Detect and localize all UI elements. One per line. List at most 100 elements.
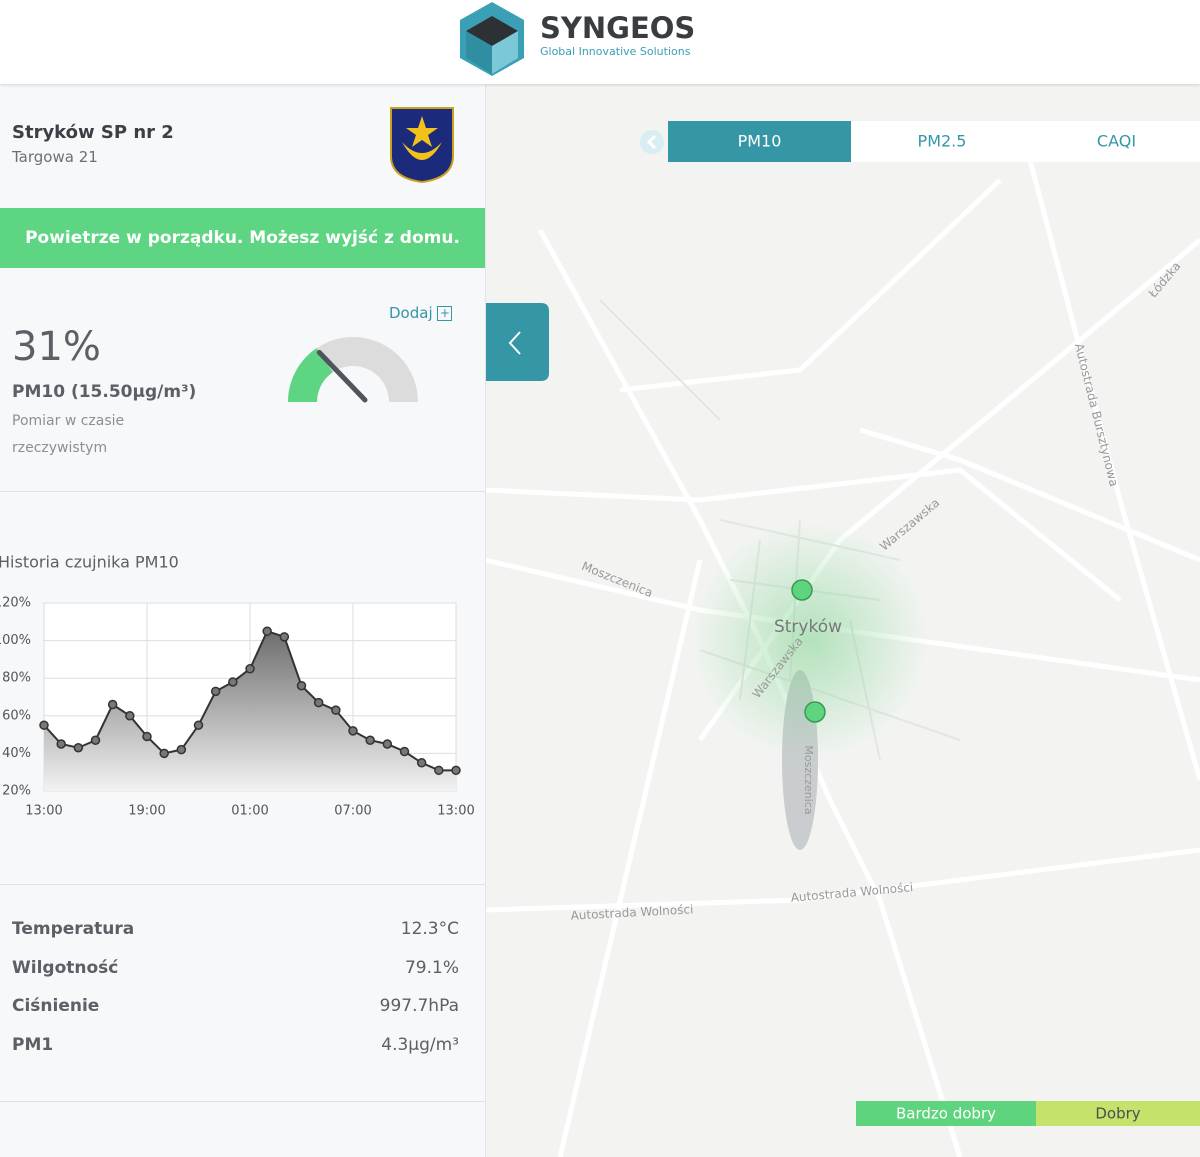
road bbox=[619, 178, 1002, 393]
pollutant: PM10 (15.50µg/m³) bbox=[12, 382, 197, 402]
crescent bbox=[402, 142, 442, 160]
status-banner: Powietrze w porządku. Możesz wyjść z dom… bbox=[0, 208, 485, 268]
point bbox=[210, 686, 221, 697]
point bbox=[451, 765, 461, 776]
map-label: Moszczenica bbox=[802, 745, 815, 814]
station-name: Stryków SP nr 2 bbox=[12, 122, 174, 143]
point bbox=[90, 735, 101, 745]
sensor-marker[interactable] bbox=[791, 579, 813, 601]
add-label: Dodaj bbox=[389, 304, 433, 322]
y-tick-label: 100% bbox=[0, 633, 31, 648]
separator bbox=[0, 1101, 485, 1102]
measurement-value: 12.3°C bbox=[400, 919, 459, 939]
logo: SYNGEOS Global Innovative Solutions bbox=[460, 2, 695, 76]
x-tick-label: 19:00 bbox=[128, 804, 165, 819]
area bbox=[44, 631, 456, 791]
point bbox=[399, 746, 410, 757]
tab-label: PM2.5 bbox=[918, 132, 967, 151]
point bbox=[56, 739, 66, 749]
measurement-label: Temperatura bbox=[12, 919, 135, 939]
side-panel: Stryków SP nr 2 Targowa 21 Powietrze w p… bbox=[0, 84, 486, 1157]
y-tick-label: 40% bbox=[2, 746, 31, 761]
measurement-label: Ciśnienie bbox=[12, 996, 100, 1017]
coat-of-arms bbox=[390, 107, 454, 184]
tab[interactable] bbox=[1033, 121, 1200, 162]
station-address: Targowa 21 bbox=[12, 148, 98, 166]
point bbox=[176, 744, 187, 755]
measurement-value: 79.1% bbox=[404, 957, 459, 978]
point bbox=[365, 735, 375, 745]
chart-title: Historia czujnika PM10 bbox=[0, 553, 179, 572]
point bbox=[348, 726, 358, 736]
add-icon: + bbox=[437, 306, 453, 321]
tab-label: CAQI bbox=[1097, 132, 1136, 151]
point bbox=[73, 743, 84, 753]
legend-label: Bardzo dobry bbox=[896, 1105, 996, 1123]
gauge-needle bbox=[316, 349, 368, 403]
measurement-label: PM1 bbox=[12, 1035, 54, 1056]
point bbox=[142, 731, 152, 742]
point bbox=[228, 677, 238, 687]
x-tick-label: 07:00 bbox=[334, 804, 371, 819]
percent: 31% bbox=[12, 324, 101, 370]
legend-swatch bbox=[856, 1101, 1036, 1126]
measurement-value: 4.3µg/m³ bbox=[381, 1035, 459, 1056]
map-label: Warszawska bbox=[877, 496, 942, 554]
collapse-tab[interactable] bbox=[486, 303, 549, 381]
x-tick-label: 01:00 bbox=[231, 804, 268, 819]
point bbox=[39, 720, 49, 730]
map-label: Stryków bbox=[774, 617, 842, 637]
x-tick-label: 13:00 bbox=[437, 804, 474, 819]
tagline: Global Innovative Solutions bbox=[540, 45, 691, 58]
y-tick-label: 20% bbox=[2, 784, 31, 799]
point bbox=[434, 765, 444, 776]
back-button[interactable] bbox=[640, 130, 664, 154]
gauge-fill bbox=[288, 348, 333, 402]
measurement-value: 997.7hPa bbox=[379, 996, 459, 1017]
road bbox=[1027, 159, 1200, 781]
measurement-label: Wilgotność bbox=[12, 957, 119, 978]
road bbox=[484, 467, 1122, 602]
tab[interactable] bbox=[851, 121, 1033, 162]
point bbox=[159, 748, 169, 759]
road bbox=[859, 427, 1200, 563]
y-tick-label: 60% bbox=[2, 708, 31, 723]
separator bbox=[0, 491, 485, 492]
sensor-marker[interactable] bbox=[804, 701, 826, 723]
logo-face bbox=[492, 31, 518, 74]
back-icon bbox=[646, 134, 657, 150]
point bbox=[279, 632, 290, 642]
add-button[interactable]: Dodaj + bbox=[389, 304, 453, 322]
point bbox=[262, 626, 272, 636]
point bbox=[107, 699, 118, 710]
map-label: Autostrada Wolności bbox=[570, 902, 693, 922]
chart: Historia czujnika PM10 20% 40% 60% 80% 100% 1… bbox=[0, 553, 475, 819]
point bbox=[313, 697, 324, 708]
map-label: Autostrada Wolności bbox=[790, 880, 914, 905]
point bbox=[125, 711, 135, 721]
shield bbox=[390, 107, 454, 184]
point bbox=[382, 739, 393, 749]
road bbox=[557, 559, 703, 1157]
logo-face bbox=[466, 31, 492, 74]
point bbox=[416, 758, 427, 768]
point bbox=[296, 680, 307, 691]
air-quality-glow bbox=[690, 520, 930, 760]
map-label: Moszczenica bbox=[580, 559, 655, 600]
point bbox=[193, 720, 204, 730]
header: SYNGEOS Global Innovative Solutions bbox=[0, 0, 1200, 84]
point bbox=[245, 664, 255, 674]
tab[interactable] bbox=[668, 121, 851, 162]
gauge bbox=[288, 337, 418, 403]
point bbox=[331, 705, 341, 715]
chevron bbox=[508, 331, 521, 355]
y-tick-label: 120% bbox=[0, 596, 31, 611]
brand: SYNGEOS bbox=[540, 11, 695, 45]
x-tick-label: 13:00 bbox=[25, 804, 62, 819]
legend-label: Dobry bbox=[1095, 1105, 1140, 1123]
star bbox=[406, 116, 438, 147]
y-tick-label: 80% bbox=[2, 671, 31, 686]
map-label: Autostrada Bursztynowa bbox=[1072, 342, 1121, 488]
